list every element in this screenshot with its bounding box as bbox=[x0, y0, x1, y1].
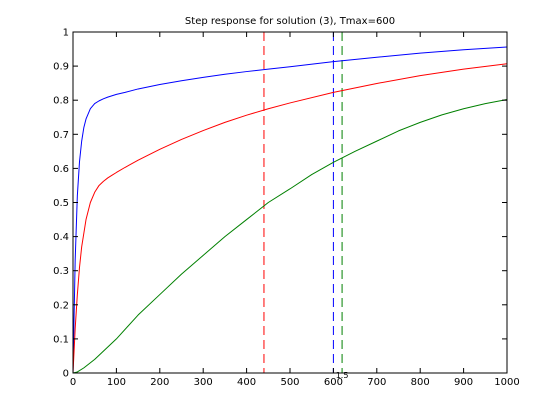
plot-background bbox=[73, 32, 507, 373]
x-tick-label: 0 bbox=[70, 377, 76, 388]
annotation-label: 1.5 bbox=[336, 371, 349, 380]
x-tick-label: 200 bbox=[150, 377, 169, 388]
y-tick-label: 0.5 bbox=[53, 198, 69, 209]
x-tick-label: 600 bbox=[324, 377, 343, 388]
axis-tick-labels: 0 100 200 300 400 500 600 700 800 900 1000 0 0.1 0.2 0… bbox=[53, 28, 520, 389]
x-tick-label: 500 bbox=[280, 377, 299, 388]
series-line-0 bbox=[72, 46, 508, 374]
series-line-1 bbox=[72, 63, 508, 374]
y-tick-label: 0.6 bbox=[53, 164, 69, 175]
y-tick-label: 0 bbox=[63, 369, 69, 380]
x-tick-label: 300 bbox=[194, 377, 213, 388]
y-tick-label: 0.3 bbox=[53, 266, 69, 277]
y-tick-label: 0.2 bbox=[53, 300, 69, 311]
y-tick-label: 1 bbox=[63, 28, 69, 39]
x-tick-label: 400 bbox=[237, 377, 256, 388]
y-tick-label: 0.4 bbox=[53, 232, 69, 243]
x-tick-label: 900 bbox=[454, 377, 473, 388]
chart-title: Step response for solution (3), Tmax=600 bbox=[185, 16, 395, 27]
x-tick-label: 800 bbox=[411, 377, 430, 388]
y-tick-label: 0.1 bbox=[53, 334, 69, 345]
vertical-markers bbox=[263, 32, 343, 373]
y-tick-label: 0.7 bbox=[53, 130, 69, 141]
axis-ticks bbox=[72, 31, 508, 374]
x-tick-label: 700 bbox=[367, 377, 386, 388]
y-tick-label: 0.8 bbox=[53, 96, 69, 107]
x-tick-label: 100 bbox=[107, 377, 126, 388]
y-tick-label: 0.9 bbox=[53, 62, 69, 73]
series-lines bbox=[72, 46, 508, 374]
series-line-2 bbox=[72, 99, 508, 374]
x-tick-label: 1000 bbox=[494, 377, 519, 388]
